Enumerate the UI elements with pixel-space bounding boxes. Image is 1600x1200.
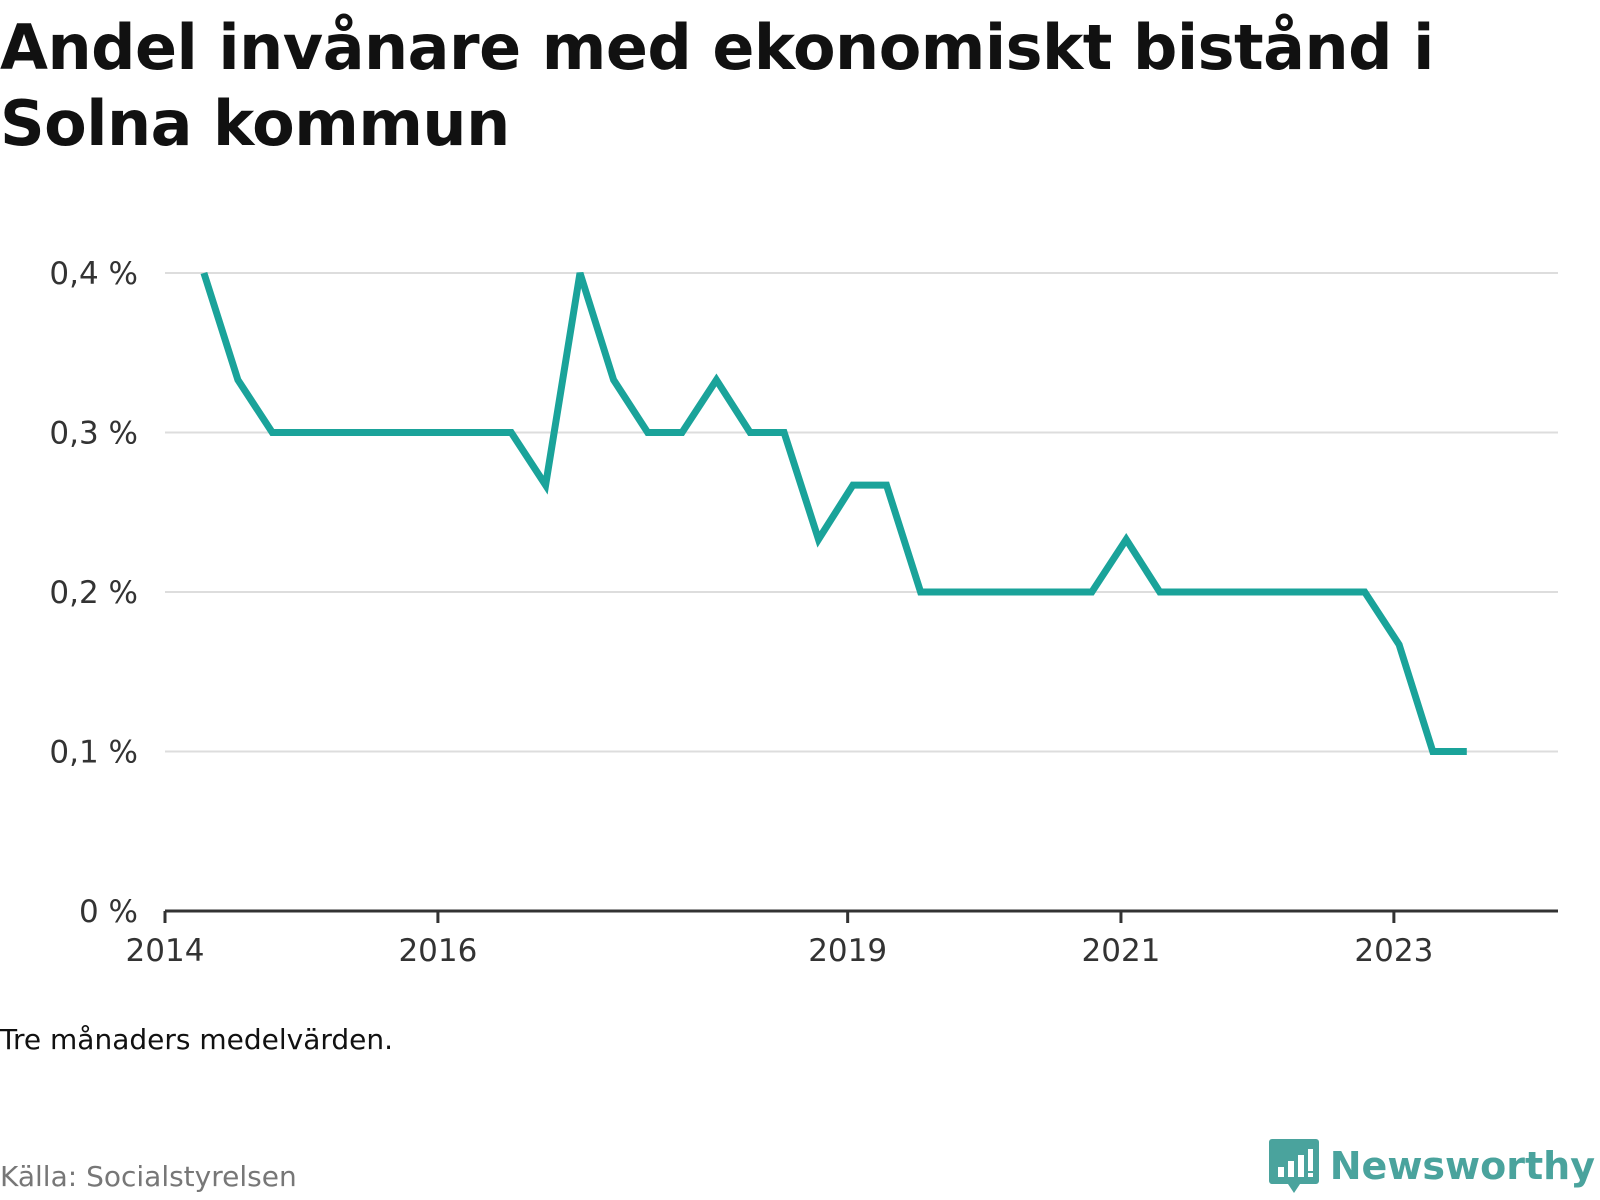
x-tick-label: 2021: [1082, 933, 1161, 969]
chart-note: Tre månaders medelvärden.: [0, 1023, 394, 1056]
y-tick-label: 0,4 %: [49, 256, 138, 292]
brand-name: Newsworthy: [1329, 1144, 1595, 1188]
line-chart: 0 % 0,1 % 0,2 % 0,3 % 0,4 % 2014 2016 2019 2021…: [49, 256, 1558, 969]
x-tick-label: 2019: [808, 933, 887, 969]
y-tick-label: 0 %: [79, 894, 138, 930]
x-tick-label: 2023: [1354, 933, 1433, 969]
source-label: Källa: Socialstyrelsen: [0, 1160, 297, 1193]
newsworthy-logo-icon: [1268, 1139, 1319, 1193]
x-axis: 2014 2016 2019 2021 2023: [126, 909, 1558, 969]
y-tick-label: 0,1 %: [49, 735, 138, 771]
x-tick-label: 2014: [126, 933, 205, 969]
brand-logo[interactable]: Newsworthy: [1268, 1139, 1595, 1193]
gridlines: [165, 272, 1558, 753]
x-tick-label: 2016: [398, 933, 477, 969]
y-axis: 0 % 0,1 % 0,2 % 0,3 % 0,4 %: [49, 256, 138, 930]
series-layer: [200, 271, 1467, 755]
series-line: [200, 271, 1467, 755]
y-tick-label: 0,2 %: [49, 575, 138, 611]
y-tick-label: 0,3 %: [49, 416, 138, 452]
chart-title: Andel invånare med ekonomiskt bistånd i …: [0, 11, 1434, 160]
